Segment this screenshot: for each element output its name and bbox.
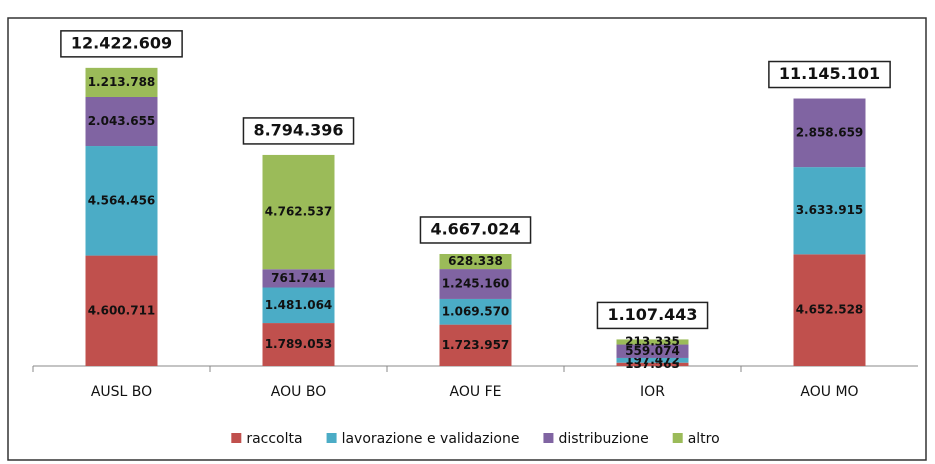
bar-segment [616, 339, 689, 345]
data-label: 4.652.528 [796, 303, 864, 317]
bar-segment [439, 298, 512, 325]
data-label: 1.245.160 [442, 277, 510, 291]
legend-swatch [326, 433, 337, 443]
legend-swatch [231, 433, 242, 443]
data-label: 3.633.915 [796, 203, 864, 217]
data-label: 2.043.655 [88, 114, 156, 128]
total-label: 4.667.024 [430, 219, 520, 238]
total-label: 12.422.609 [71, 33, 172, 52]
data-label: 559.074 [625, 344, 680, 358]
data-label: 1.723.957 [442, 338, 510, 352]
x-tick-label: AOU BO [271, 384, 326, 400]
data-label: 628.338 [448, 254, 503, 268]
total-label: 1.107.443 [607, 305, 697, 324]
bar-segment [262, 154, 335, 270]
total-box [60, 30, 183, 58]
data-label: 4.762.537 [265, 205, 333, 219]
legend-label: lavorazione e validazione [342, 431, 520, 447]
bar-segment [439, 269, 512, 299]
bar-segment [262, 287, 335, 324]
total-box [768, 60, 891, 89]
data-label: 4.564.456 [88, 193, 156, 207]
legend-label: altro [688, 431, 720, 447]
bar-segment [85, 146, 158, 256]
total-box [596, 301, 709, 330]
data-label: 1.481.064 [265, 298, 333, 312]
bar-segment [262, 269, 335, 288]
data-label: 213.335 [625, 334, 680, 348]
bar-segment [616, 344, 689, 358]
legend-label: raccolta [246, 431, 302, 447]
total-label: 11.145.101 [779, 64, 880, 83]
bar-segment [85, 255, 158, 366]
legend-swatch [672, 433, 683, 443]
bar-segment [85, 67, 158, 97]
total-box [242, 117, 355, 145]
bar-segment [793, 167, 866, 255]
x-tick-label: IOR [640, 384, 665, 400]
bar-segment [85, 96, 158, 147]
bar-segment [439, 253, 512, 270]
data-label: 1.789.053 [265, 337, 333, 351]
total-box [419, 216, 532, 244]
total-label: 8.794.396 [253, 120, 343, 139]
x-tick-label: AOU MO [800, 384, 858, 400]
bar-segment [616, 362, 689, 366]
x-tick-label: AOU FE [450, 384, 502, 400]
data-label: 2.858.659 [796, 125, 864, 139]
x-tick-label: AUSL BO [91, 384, 152, 400]
bar-segment [439, 324, 512, 366]
data-label: 1.069.570 [442, 304, 510, 318]
legend-label: distribuzione [558, 431, 648, 447]
bar-segment [793, 254, 866, 366]
legend-swatch [543, 433, 554, 443]
data-label: 1.213.788 [88, 75, 156, 89]
data-label: 4.600.711 [88, 303, 156, 317]
bar-segment [793, 98, 866, 168]
bar-segment [262, 323, 335, 366]
data-label: 761.741 [271, 271, 326, 285]
bar-segment [616, 357, 689, 363]
